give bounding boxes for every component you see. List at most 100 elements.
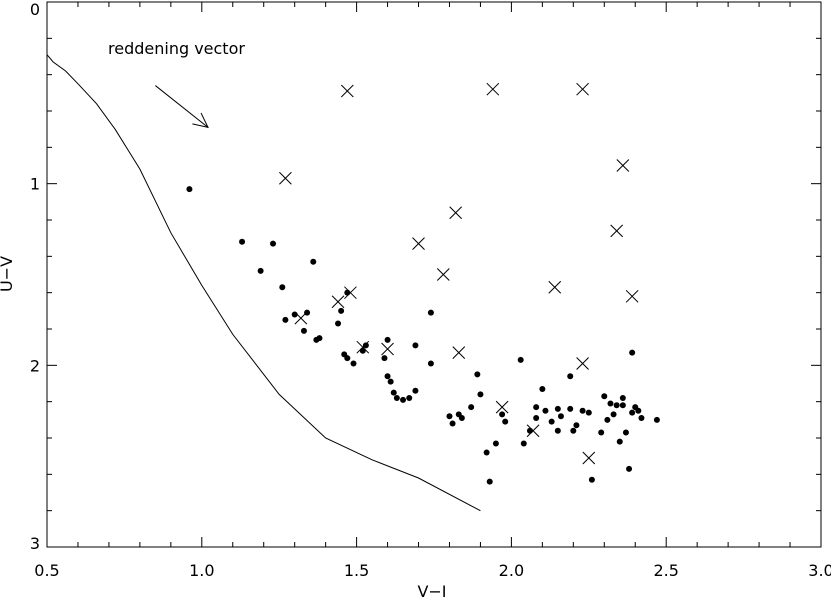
data-point-dot (186, 186, 193, 193)
data-point-dot (585, 409, 592, 416)
data-point-dot (350, 360, 357, 367)
data-point-cross (452, 346, 466, 359)
data-point-dot (533, 415, 540, 422)
data-point-dot (567, 405, 574, 412)
data-point-dot (502, 418, 509, 425)
data-point-dot (526, 427, 533, 434)
data-point-dot (619, 402, 626, 409)
data-point-dot (384, 373, 391, 380)
x-axis-label: V−I (417, 582, 446, 599)
data-point-cross (412, 237, 425, 250)
x-tick-label: 2.0 (499, 561, 524, 580)
cross-stroke (449, 206, 463, 220)
y-tick-label: 1 (30, 175, 40, 194)
data-point-cross (616, 159, 630, 172)
cross-stroke (616, 159, 630, 172)
data-point-dot (362, 342, 369, 349)
data-point-dot (638, 415, 645, 422)
x-tick-label: 0.5 (34, 561, 59, 580)
data-point-dot (483, 449, 490, 456)
data-point-dot (616, 438, 623, 445)
x-tick-label: 2.5 (653, 561, 678, 580)
data-point-cross (449, 206, 463, 220)
x-tick-label: 1.0 (189, 561, 214, 580)
cross-stroke (344, 286, 357, 300)
data-point-dot (458, 415, 465, 422)
data-points (186, 82, 660, 485)
data-point-cross (331, 295, 345, 309)
data-point-dot (533, 404, 540, 411)
data-point-dot (517, 356, 524, 363)
data-point-dot (344, 355, 351, 362)
cross-stroke (436, 268, 450, 281)
y-tick-label: 2 (30, 356, 40, 375)
data-point-dot (598, 429, 605, 436)
cross-stroke (610, 224, 624, 238)
cross-stroke (381, 342, 394, 356)
data-point-dot (446, 413, 453, 420)
data-point-dot (579, 407, 586, 414)
data-point-dot (344, 289, 351, 296)
data-point-dot (622, 429, 629, 436)
data-point-dot (635, 407, 642, 414)
data-point-dot (604, 416, 611, 423)
cross-stroke (452, 346, 466, 359)
data-point-dot (613, 402, 620, 409)
reddening-vector-layer (155, 85, 209, 129)
data-point-dot (626, 465, 633, 472)
data-point-dot (570, 427, 577, 434)
reference-curve-layer (46, 54, 481, 512)
data-point-dot (310, 258, 317, 265)
data-point-cross (495, 400, 509, 414)
data-point-dot (619, 395, 626, 402)
data-point-dot (449, 420, 456, 427)
x-tick-label: 3.0 (808, 561, 831, 580)
data-point-dot (381, 355, 388, 362)
data-point-dot (270, 240, 277, 247)
cross-stroke (576, 357, 589, 370)
y-tick-label: 0 (30, 0, 40, 19)
data-point-dot (335, 320, 342, 327)
axis-ticks (46, 1, 822, 548)
data-point-cross (625, 289, 639, 303)
data-point-dot (384, 336, 391, 343)
x-tick-label: 1.5 (344, 561, 369, 580)
data-point-cross (548, 280, 562, 294)
data-point-dot (554, 427, 561, 434)
cross-stroke (412, 237, 425, 250)
data-point-dot (557, 413, 564, 420)
y-tick-label: 3 (30, 534, 40, 553)
cross-stroke (582, 451, 596, 465)
data-point-cross (381, 342, 394, 356)
cross-stroke (331, 295, 345, 309)
cross-stroke (279, 171, 292, 185)
data-point-cross (340, 84, 354, 98)
data-point-dot (539, 385, 546, 392)
data-point-dot (393, 395, 400, 402)
data-point-dot (390, 389, 397, 396)
data-point-dot (629, 349, 636, 356)
data-point-dot (474, 371, 481, 378)
data-point-cross (279, 171, 292, 185)
data-point-dot (554, 405, 561, 412)
data-point-dot (427, 360, 434, 367)
data-point-cross (436, 268, 450, 281)
y-axis-label: U−V (0, 256, 16, 292)
cross-stroke (356, 340, 370, 354)
cross-stroke (486, 82, 500, 96)
data-point-dot (486, 478, 493, 485)
vector-shaft (155, 85, 209, 128)
data-point-dot (601, 393, 608, 400)
cross-stroke (576, 82, 589, 96)
data-point-dot (412, 342, 419, 349)
data-point-cross (356, 340, 370, 354)
reference-curve (46, 54, 481, 512)
data-point-dot (653, 416, 660, 423)
data-point-dot (304, 309, 311, 316)
data-point-cross (344, 286, 357, 300)
data-point-dot (400, 396, 407, 403)
data-point-dot (573, 422, 580, 429)
data-point-dot (588, 476, 595, 483)
cross-stroke (625, 289, 639, 303)
